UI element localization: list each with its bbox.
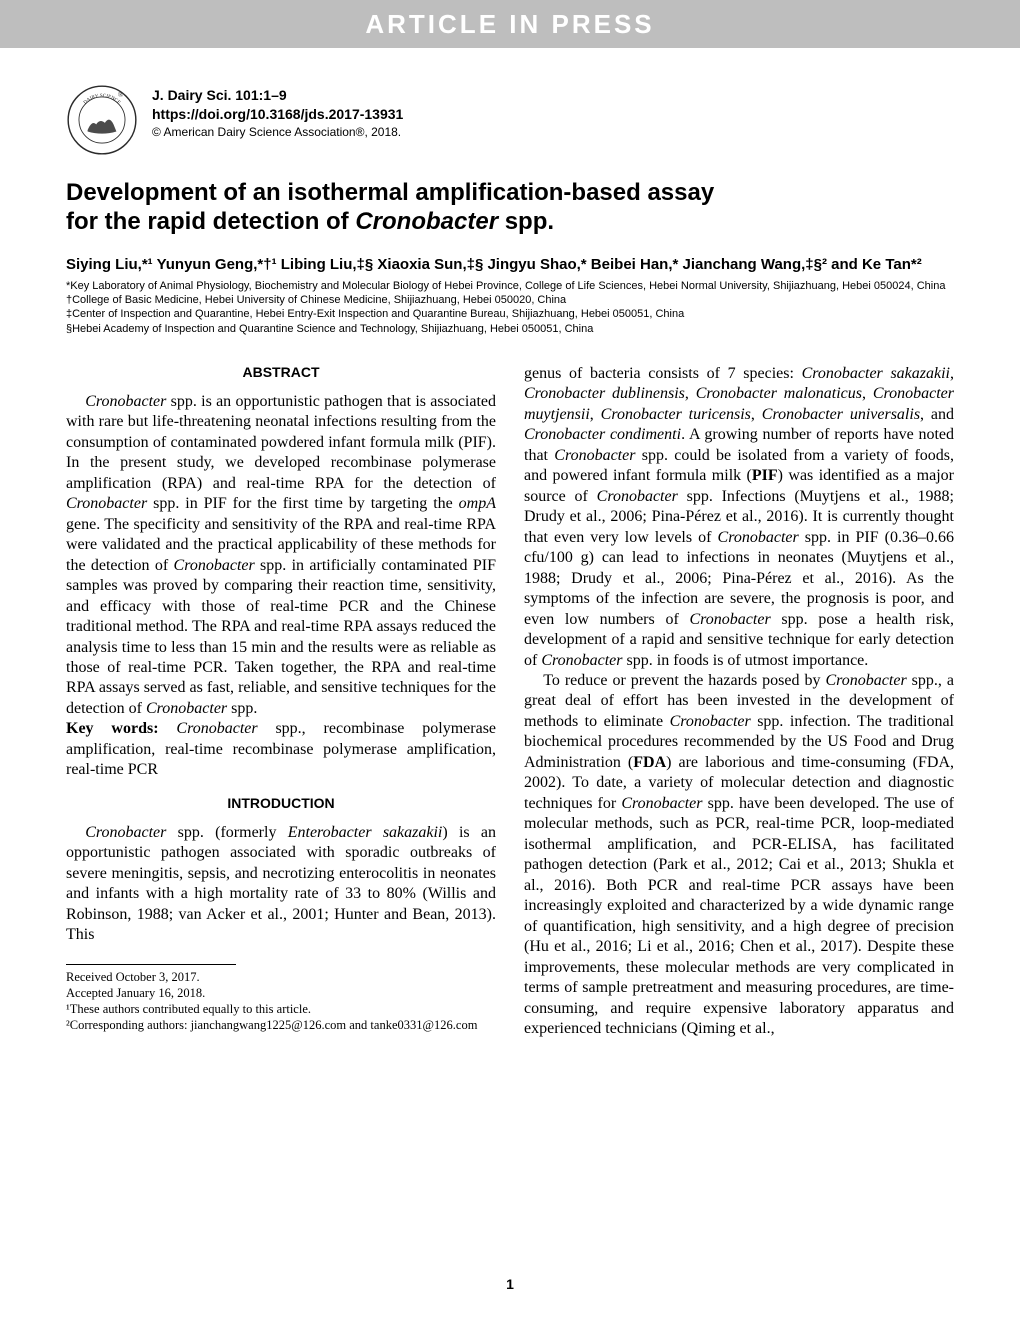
journal-ref: J. Dairy Sci. 101:1–9 bbox=[152, 86, 403, 105]
footnote-corresponding: ²Corresponding authors: jianchangwang122… bbox=[66, 1017, 496, 1033]
article-title: Development of an isothermal amplificati… bbox=[66, 178, 954, 237]
journal-copyright: © American Dairy Science Association®, 2… bbox=[152, 124, 403, 140]
two-column-body: ABSTRACT Cronobacter spp. is an opportun… bbox=[66, 364, 954, 1039]
footnote-rule bbox=[66, 964, 236, 965]
abstract-heading: ABSTRACT bbox=[66, 364, 496, 382]
title-line2-italic: Cronobacter bbox=[355, 208, 498, 235]
banner-text: ARTICLE IN PRESS bbox=[365, 9, 654, 40]
title-line2-pre: for the rapid detection of bbox=[66, 208, 355, 235]
affiliation: †College of Basic Medicine, Hebei Univer… bbox=[66, 293, 954, 307]
header-row: DAIRY SCIENCE ® J. Dairy Sci. 101:1–9 ht… bbox=[66, 84, 954, 156]
svg-text:DAIRY SCIENCE: DAIRY SCIENCE bbox=[82, 93, 121, 106]
affiliation: §Hebei Academy of Inspection and Quarant… bbox=[66, 322, 954, 336]
svg-text:®: ® bbox=[118, 91, 124, 99]
title-line2-post: spp. bbox=[498, 208, 554, 235]
footnote-received: Received October 3, 2017. bbox=[66, 969, 496, 985]
keywords-label: Key words: bbox=[66, 720, 159, 737]
keywords: Key words: Cronobacter spp., recombinase… bbox=[66, 719, 496, 780]
page-number: 1 bbox=[506, 1276, 514, 1292]
affiliations: *Key Laboratory of Animal Physiology, Bi… bbox=[66, 279, 954, 336]
intro-para-2: genus of bacteria consists of 7 species:… bbox=[524, 364, 954, 671]
adsa-seal-icon: DAIRY SCIENCE ® bbox=[66, 84, 138, 156]
left-column: ABSTRACT Cronobacter spp. is an opportun… bbox=[66, 364, 496, 1039]
banner: ARTICLE IN PRESS bbox=[0, 0, 1020, 48]
intro-para-3: To reduce or prevent the hazards posed b… bbox=[524, 671, 954, 1039]
authors: Siying Liu,*¹ Yunyun Geng,*†¹ Libing Liu… bbox=[66, 255, 954, 275]
footnotes: Received October 3, 2017. Accepted Janua… bbox=[66, 969, 496, 1034]
footnote-equal: ¹These authors contributed equally to th… bbox=[66, 1001, 496, 1017]
affiliation: ‡Center of Inspection and Quarantine, He… bbox=[66, 307, 954, 321]
abstract-body: Cronobacter spp. is an opportunistic pat… bbox=[66, 392, 496, 720]
page-content: DAIRY SCIENCE ® J. Dairy Sci. 101:1–9 ht… bbox=[0, 84, 1020, 1039]
footnote-accepted: Accepted January 16, 2018. bbox=[66, 985, 496, 1001]
journal-meta: J. Dairy Sci. 101:1–9 https://doi.org/10… bbox=[152, 84, 403, 140]
affiliation: *Key Laboratory of Animal Physiology, Bi… bbox=[66, 279, 954, 293]
title-line1: Development of an isothermal amplificati… bbox=[66, 179, 714, 206]
right-column: genus of bacteria consists of 7 species:… bbox=[524, 364, 954, 1039]
journal-doi: https://doi.org/10.3168/jds.2017-13931 bbox=[152, 105, 403, 124]
introduction-heading: INTRODUCTION bbox=[66, 795, 496, 813]
intro-para-1: Cronobacter spp. (formerly Enterobacter … bbox=[66, 823, 496, 946]
